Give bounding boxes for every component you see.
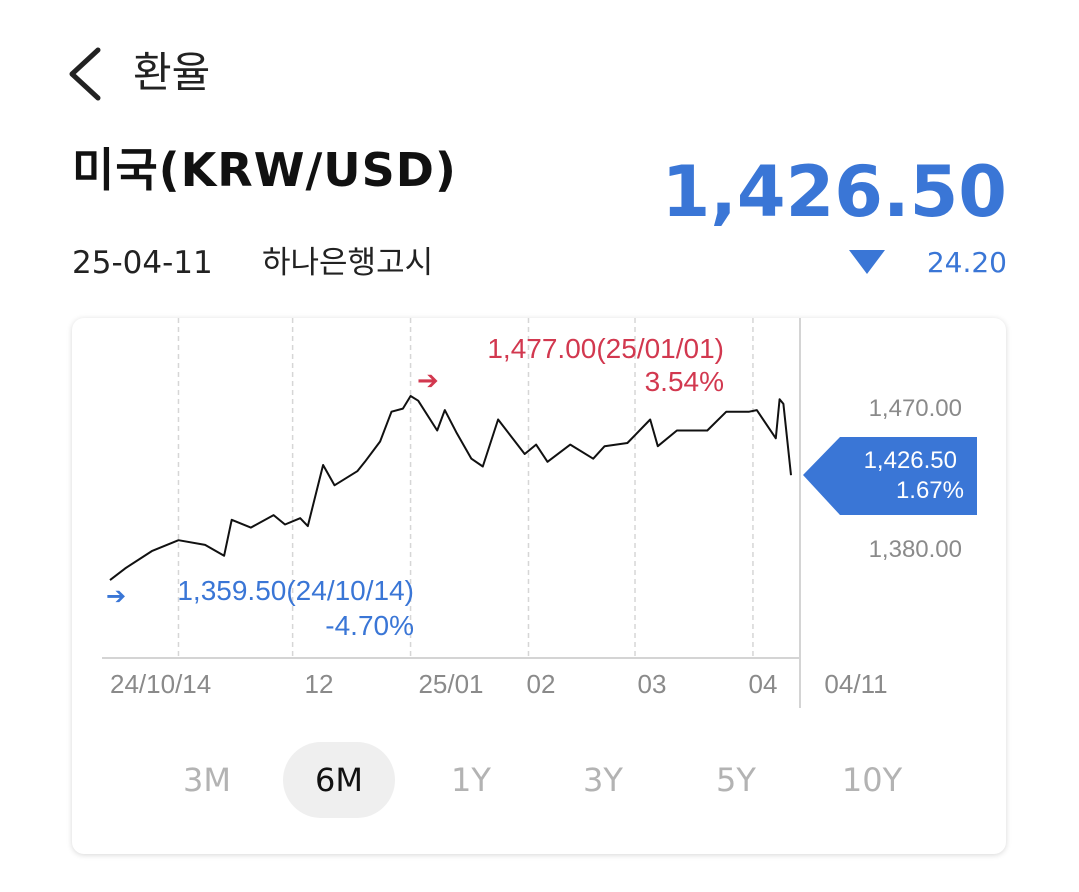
period-selector: 3M 6M 1Y 3Y 5Y 10Y [72, 742, 1006, 818]
low-arrow-icon: ➔ [106, 582, 126, 610]
period-tab-6m[interactable]: 6M [283, 742, 395, 818]
x-tick-label: 25/01 [418, 669, 483, 699]
price-series-line [109, 395, 792, 581]
period-tab-3m[interactable]: 3M [183, 761, 231, 799]
period-tab-5y[interactable]: 5Y [716, 761, 756, 799]
period-tab-10y[interactable]: 10Y [841, 761, 903, 799]
exchange-rate-chart: 1,470.00 1,380.00 24/10/14 12 25/01 02 03 04 04/… [102, 318, 977, 708]
x-tick-label: 03 [638, 669, 667, 699]
current-pct-label: 1.67% [896, 477, 964, 504]
currency-pair-name: 미국(KRW/USD) [72, 143, 457, 197]
down-triangle-icon [849, 250, 885, 274]
x-tick-label: 04 [749, 669, 778, 699]
rate-change: 24.20 [926, 246, 1007, 279]
chart-card: 1,470.00 1,380.00 24/10/14 12 25/01 02 03 04 04/… [72, 318, 1006, 854]
current-rate: 1,426.50 [661, 151, 1007, 233]
page-title: 환율 [133, 48, 211, 97]
high-pct-label: 3.54% [645, 366, 724, 397]
back-button[interactable] [62, 44, 112, 104]
high-arrow-icon: ➔ [417, 366, 439, 396]
rate-date: 25-04-11 [72, 245, 213, 281]
x-tick-label: 02 [527, 669, 556, 699]
period-tab-1y[interactable]: 1Y [451, 761, 491, 799]
current-value-flag [803, 437, 977, 515]
y-tick-label: 1,470.00 [869, 395, 962, 422]
x-tick-label: 12 [305, 669, 334, 699]
rate-source: 하나은행고시 [262, 245, 434, 281]
current-value-label: 1,426.50 [864, 447, 957, 474]
low-pct-label: -4.70% [325, 610, 414, 641]
low-value-label: 1,359.50(24/10/14) [177, 575, 414, 606]
chevron-left-icon [69, 47, 101, 101]
x-tick-label: 24/10/14 [110, 669, 211, 699]
period-tab-3y[interactable]: 3Y [583, 761, 623, 799]
high-value-label: 1,477.00(25/01/01) [487, 333, 724, 364]
x-tick-label: 04/11 [824, 669, 887, 699]
y-tick-label: 1,380.00 [869, 536, 962, 563]
